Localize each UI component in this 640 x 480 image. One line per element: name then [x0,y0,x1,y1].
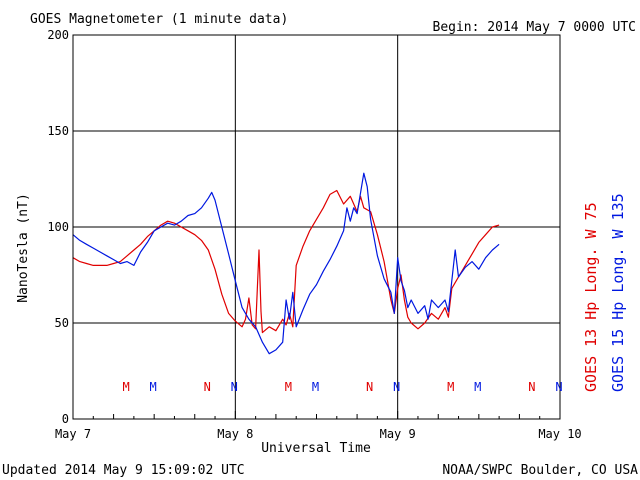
grid-lines [73,35,560,419]
x-axis-label: Universal Time [261,441,371,456]
y-tick-label: 150 [47,124,69,138]
marker-label: N [555,380,562,394]
goes13-series-line [72,189,500,334]
marker-label: M [312,380,319,394]
credit-label: NOAA/SWPC Boulder, CO USA [442,463,638,478]
legend-goes13: GOES 13 Hp Long. W 75 [582,202,600,392]
marker-label: M [285,380,292,394]
begin-timestamp: Begin: 2014 May 7 0000 UTC [433,20,637,35]
marker-label: N [366,380,373,394]
series-lines [72,172,500,355]
marker-label: N [393,380,400,394]
y-tick-label: 100 [47,220,69,234]
marker-label: N [204,380,211,394]
y-tick-label: 50 [55,316,69,330]
marker-label: N [528,380,535,394]
x-axis-ticks: May 7 May 8 May 9 May 10 [55,411,582,441]
updated-timestamp: Updated 2014 May 9 15:09:02 UTC [2,463,245,478]
y-tick-label: 0 [62,412,69,426]
marker-label: M [474,380,481,394]
chart-title: GOES Magnetometer (1 minute data) [30,12,288,27]
marker-label: M [149,380,156,394]
y-axis-ticks: 0 50 100 150 200 [47,28,560,426]
x-tick-label: May 8 [217,427,253,441]
marker-label: M [122,380,129,394]
y-tick-label: 200 [47,28,69,42]
marker-label: M [447,380,454,394]
legend-goes15: GOES 15 Hp Long. W 135 [609,193,627,392]
y-axis-label: NanoTesla (nT) [16,193,31,303]
legend: GOES 13 Hp Long. W 75 GOES 15 Hp Long. W … [582,193,627,392]
x-tick-label: May 10 [538,427,581,441]
marker-label: N [231,380,238,394]
x-tick-label: May 9 [380,427,416,441]
goes15-series-line [72,172,500,355]
x-tick-label: May 7 [55,427,91,441]
